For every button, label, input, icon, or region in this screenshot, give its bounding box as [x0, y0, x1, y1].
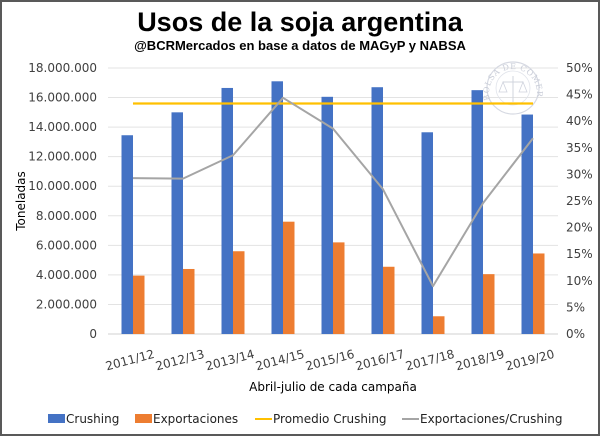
bar-crushing [271, 81, 283, 334]
chart-title: Usos de la soja argentina [137, 7, 464, 37]
legend-item: Crushing [48, 412, 119, 426]
y2-tick-label: 30% [566, 167, 593, 181]
x-tick-label: 2014/15 [254, 347, 306, 373]
y-axis-left: 0 2.000.000 4.000.000 6.000.000 8.000.000 10.… [28, 61, 97, 341]
legend-label: Exportaciones/Crushing [420, 412, 563, 426]
bar-exportaciones [183, 268, 195, 334]
x-tick-label: 2019/20 [504, 347, 556, 373]
legend-item: Exportaciones/Crushing [402, 412, 563, 426]
y-tick-label: 4.000.000 [36, 268, 97, 282]
legend-label: Crushing [66, 412, 119, 426]
bar-crushing [121, 135, 133, 334]
legend-label: Exportaciones [153, 412, 238, 426]
y-tick-label: 14.000.000 [28, 120, 97, 134]
y-tick-label: 8.000.000 [36, 209, 97, 223]
legend-swatch [48, 414, 65, 423]
y2-tick-label: 45% [566, 88, 593, 102]
x-tick-label: 2017/18 [404, 347, 456, 373]
bar-exportaciones [483, 274, 495, 334]
bar-exportaciones [383, 266, 395, 334]
y-tick-label: 2.000.000 [36, 297, 97, 311]
bar-crushing [371, 87, 383, 334]
bar-crushing [521, 114, 533, 334]
y2-tick-label: 15% [566, 247, 593, 261]
x-tick-label: 2016/17 [354, 347, 406, 373]
y2-tick-label: 0% [566, 327, 585, 341]
y2-tick-label: 10% [566, 274, 593, 288]
bar-exportaciones [433, 316, 445, 334]
y2-tick-label: 40% [566, 114, 593, 128]
legend: Crushing Exportaciones Promedio Crushing Ex… [48, 412, 563, 426]
bar-crushing [321, 96, 333, 334]
bar-crushing [421, 132, 433, 334]
lines [132, 96, 534, 288]
y-tick-label: 10.000.000 [28, 179, 97, 193]
y-axis-right: 0% 5% 10% 15% 20% 25% 30% 35% 40% 45% 50% [566, 61, 593, 341]
y-tick-label: 0 [89, 327, 97, 341]
x-tick-label: 2018/19 [454, 347, 506, 373]
bar-exportaciones [333, 242, 345, 334]
x-axis-label: Abril-julio de cada campaña [249, 380, 417, 394]
y-tick-label: 12.000.000 [28, 150, 97, 164]
chart-subtitle: @BCRMercados en base a datos de MAGyP y … [134, 38, 466, 53]
y2-tick-label: 25% [566, 194, 593, 208]
bar-exportaciones [283, 221, 295, 334]
y2-tick-label: 50% [566, 61, 593, 75]
legend-item: Exportaciones [135, 412, 238, 426]
bar-crushing [171, 112, 183, 334]
legend-swatch [135, 414, 152, 423]
x-tick-label: 2012/13 [154, 347, 206, 373]
x-tick-label: 2013/14 [204, 347, 256, 373]
y2-tick-label: 20% [566, 221, 593, 235]
bar-exportaciones [533, 253, 545, 334]
x-tick-label: 2011/12 [104, 347, 156, 373]
y-tick-label: 16.000.000 [28, 91, 97, 105]
y-axis-label: Toneladas [14, 171, 28, 232]
y2-tick-label: 5% [566, 300, 585, 314]
x-tick-label: 2015/16 [304, 347, 356, 373]
x-axis: 2011/122012/132013/142014/152015/162016/… [104, 347, 556, 373]
y2-tick-label: 35% [566, 141, 593, 155]
legend-label: Promedio Crushing [273, 412, 387, 426]
bar-exportaciones [133, 275, 145, 334]
y-tick-label: 18.000.000 [28, 61, 97, 75]
y-tick-label: 6.000.000 [36, 238, 97, 252]
bar-crushing [221, 87, 233, 334]
bar-exportaciones [233, 251, 245, 334]
legend-item: Promedio Crushing [255, 412, 387, 426]
